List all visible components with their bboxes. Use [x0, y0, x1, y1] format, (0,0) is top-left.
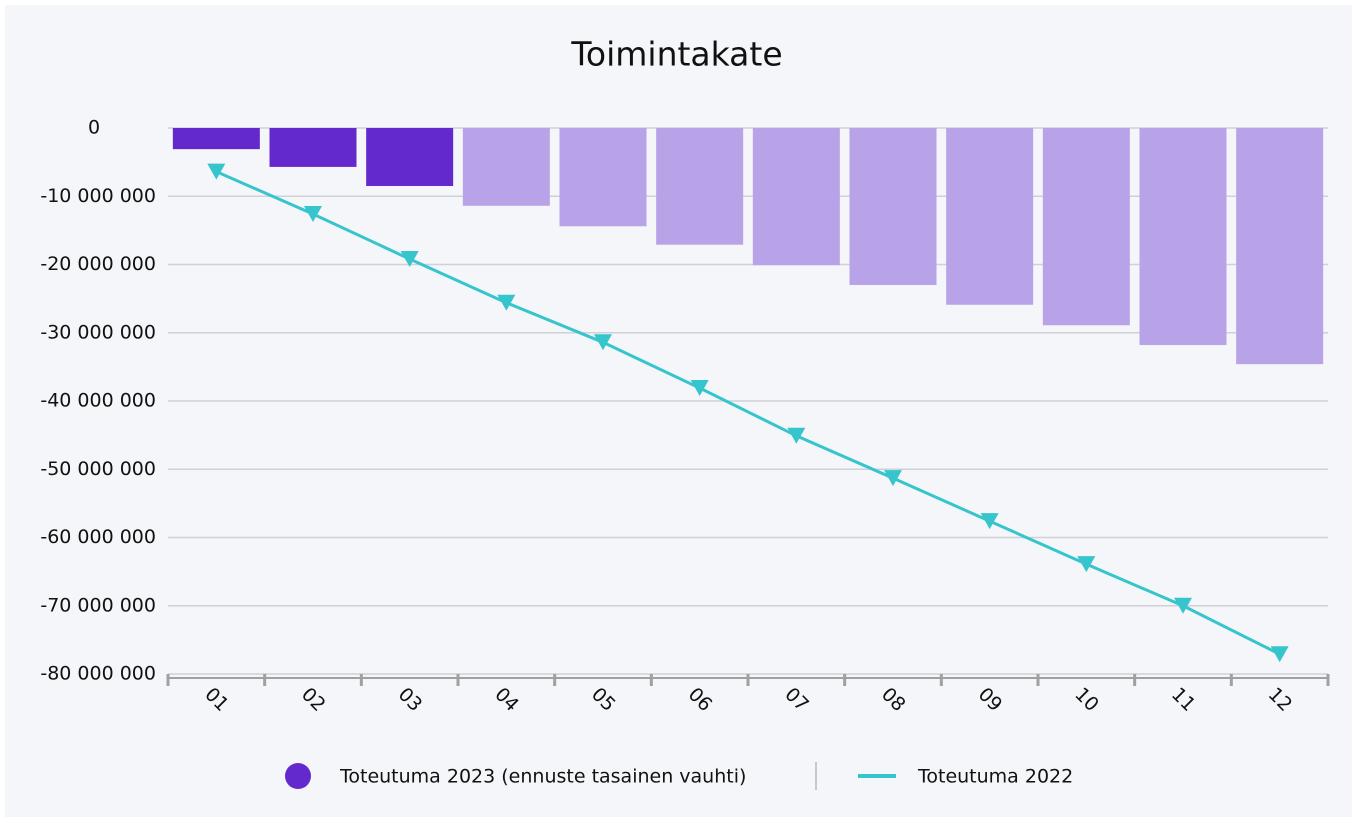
- bar: [656, 128, 744, 245]
- bar: [462, 128, 550, 206]
- bar: [1042, 128, 1130, 326]
- y-tick-label: -50 000 000: [40, 458, 156, 480]
- line-marker: [690, 380, 709, 397]
- legend-swatch: [285, 763, 311, 789]
- bar: [172, 128, 260, 150]
- line-marker: [1174, 597, 1192, 614]
- y-tick-label: -70 000 000: [40, 594, 156, 616]
- y-tick-label: -10 000 000: [40, 185, 156, 207]
- line-marker: [1077, 556, 1096, 573]
- bar: [366, 128, 454, 187]
- line-marker: [594, 334, 612, 351]
- line-marker: [207, 163, 226, 180]
- line-marker: [400, 251, 419, 268]
- bar: [849, 128, 937, 285]
- y-tick-label: -30 000 000: [40, 321, 156, 343]
- bar: [1139, 128, 1227, 346]
- bar: [269, 128, 357, 167]
- chart-title: Toimintakate: [570, 35, 782, 74]
- line-marker: [884, 470, 902, 487]
- y-tick-label: 0: [88, 117, 100, 139]
- line-marker: [497, 294, 516, 311]
- legend-label: Toteutuma 2022: [917, 766, 1073, 788]
- line: [215, 170, 1281, 656]
- line-marker: [304, 205, 322, 222]
- bar: [559, 128, 647, 227]
- bar: [946, 128, 1034, 305]
- bar: [1236, 128, 1324, 365]
- bar: [752, 128, 840, 266]
- line-marker: [1270, 646, 1289, 663]
- line-marker: [787, 427, 806, 444]
- y-tick-label: -60 000 000: [40, 526, 156, 548]
- line-marker: [980, 513, 999, 530]
- y-tick-label: -20 000 000: [40, 253, 156, 275]
- y-tick-label: -40 000 000: [40, 390, 156, 412]
- legend-label: Toteutuma 2023 (ennuste tasainen vauhti): [339, 766, 746, 788]
- y-tick-label: -80 000 000: [40, 663, 156, 685]
